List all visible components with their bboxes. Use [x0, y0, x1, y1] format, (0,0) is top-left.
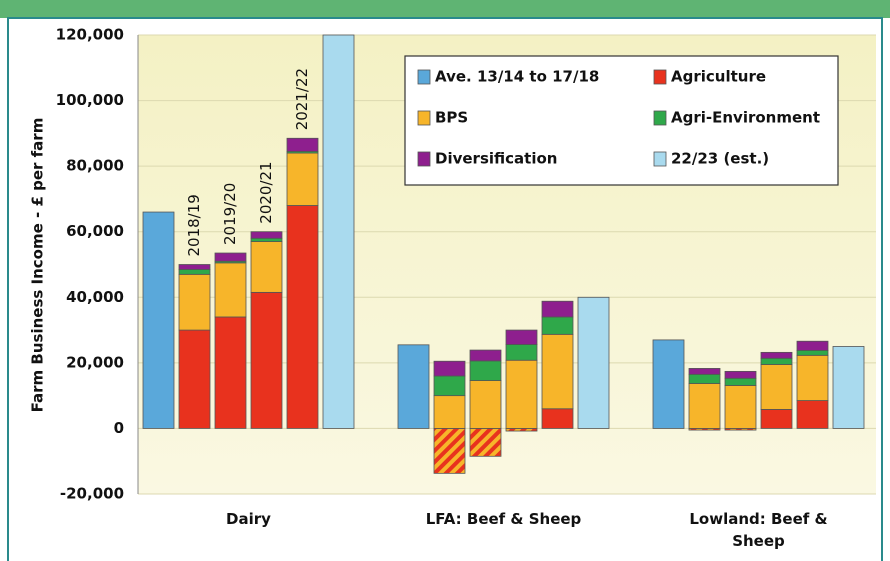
bar-segment — [286, 152, 319, 206]
bar-segment — [469, 349, 502, 362]
year-label: 2021/22 — [293, 68, 311, 130]
bar-segment — [433, 375, 466, 397]
y-tick-label: 100,000 — [56, 91, 124, 109]
bar — [652, 339, 685, 429]
y-tick-label: 20,000 — [66, 353, 124, 371]
legend-swatch — [417, 69, 431, 85]
legend-swatch — [417, 110, 431, 126]
bar-segment — [469, 428, 502, 457]
bar-segment — [796, 400, 829, 429]
y-tick-label: 40,000 — [66, 288, 124, 306]
bar — [322, 34, 355, 429]
bar-segment — [505, 329, 538, 345]
bar-segment — [286, 205, 319, 429]
year-label: 2019/20 — [221, 183, 239, 245]
bar-segment — [724, 385, 757, 429]
bar — [577, 296, 610, 429]
y-tick-label: 80,000 — [66, 157, 124, 175]
bar-segment — [178, 269, 211, 275]
bar-segment — [505, 344, 538, 361]
y-tick-label: 0 — [114, 419, 124, 437]
bar-segment — [250, 291, 283, 429]
bar-segment — [724, 377, 757, 386]
legend-swatch — [653, 69, 667, 85]
legend-label: Agri-Environment — [671, 109, 820, 127]
bar-segment — [250, 237, 283, 242]
legend-label: BPS — [435, 109, 468, 127]
x-tick-label: Dairy — [226, 510, 271, 528]
bar-segment — [796, 354, 829, 401]
y-axis-label: Farm Business Income - £ per farm — [29, 118, 47, 413]
legend-swatch — [653, 151, 667, 167]
y-tick-label: -20,000 — [60, 485, 124, 503]
bar-segment — [286, 137, 319, 152]
bar-segment — [760, 351, 793, 359]
legend-label: 22/23 (est.) — [671, 150, 769, 168]
legend-box — [404, 55, 839, 186]
bar — [142, 211, 175, 429]
legend-label: Agriculture — [671, 68, 766, 86]
bar-segment — [178, 273, 211, 331]
year-label: 2020/21 — [257, 161, 275, 223]
bar-segment — [250, 241, 283, 293]
bar-segment — [433, 395, 466, 429]
bar-segment — [760, 364, 793, 410]
top-band — [0, 0, 890, 18]
bar-segment — [541, 408, 574, 429]
legend-swatch — [653, 110, 667, 126]
bar-segment — [178, 329, 211, 429]
bar-segment — [178, 264, 211, 270]
bar-segment — [541, 316, 574, 335]
x-tick-label: LFA: Beef & Sheep — [425, 510, 582, 528]
bar-segment — [760, 409, 793, 429]
legend-label: Ave. 13/14 to 17/18 — [435, 68, 599, 86]
bar-segment — [688, 383, 721, 429]
bar — [397, 344, 430, 429]
bar-segment — [250, 231, 283, 239]
bar — [832, 346, 865, 429]
bar-segment — [505, 359, 538, 429]
bar-segment — [214, 252, 247, 262]
legend-label: Diversification — [435, 150, 557, 168]
bar-segment — [688, 373, 721, 384]
bar-segment — [796, 349, 829, 356]
bar-segment — [541, 300, 574, 318]
y-tick-label: 60,000 — [66, 222, 124, 240]
bar-segment — [433, 360, 466, 377]
bar-segment — [760, 357, 793, 365]
y-tick-label: 120,000 — [56, 26, 124, 44]
year-label: 2018/19 — [185, 194, 203, 256]
legend-swatch — [417, 151, 431, 167]
bar-segment — [214, 262, 247, 318]
bar-segment — [541, 333, 574, 410]
x-tick-label: Lowland: Beef & Sheep — [689, 510, 828, 550]
bar-segment — [688, 368, 721, 375]
bar-segment — [469, 360, 502, 381]
bar-segment — [724, 370, 757, 379]
bar-segment — [433, 428, 466, 474]
bar-segment — [796, 340, 829, 351]
bar-segment — [469, 380, 502, 429]
bar-segment — [214, 316, 247, 429]
